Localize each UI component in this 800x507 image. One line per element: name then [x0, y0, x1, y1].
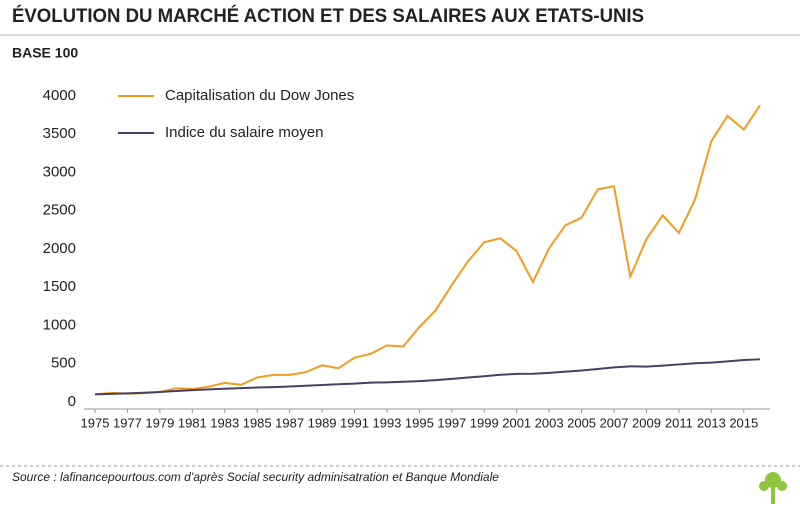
- x-tick-label: 2001: [502, 415, 531, 430]
- x-tick-label: 1993: [372, 415, 401, 430]
- y-tick-label: 3000: [43, 163, 76, 180]
- x-tick-label: 2005: [567, 415, 596, 430]
- x-tick-label: 2015: [729, 415, 758, 430]
- x-tick-label: 1975: [81, 415, 110, 430]
- x-tick-label: 2009: [632, 415, 661, 430]
- y-tick-label: 2500: [43, 202, 76, 219]
- x-tick-label: 2003: [535, 415, 564, 430]
- x-tick-label: 1997: [437, 415, 466, 430]
- x-tick-label: 1977: [113, 415, 142, 430]
- chart-title: ÉVOLUTION DU MARCHÉ ACTION ET DES SALAIR…: [12, 5, 644, 27]
- x-tick-label: 1991: [340, 415, 369, 430]
- chart-subtitle: BASE 100: [12, 45, 78, 61]
- y-tick-label: 500: [51, 355, 76, 372]
- x-tick-label: 1987: [275, 415, 304, 430]
- x-tick-label: 1999: [470, 415, 499, 430]
- x-tick-label: 2013: [697, 415, 726, 430]
- y-tick-label: 0: [68, 393, 76, 410]
- legend-label: Indice du salaire moyen: [165, 124, 323, 141]
- y-tick-label: 2000: [43, 240, 76, 257]
- y-tick-label: 4000: [43, 87, 76, 104]
- x-tick-label: 2011: [665, 415, 693, 430]
- y-tick-label: 1500: [43, 278, 76, 295]
- series-line: [94, 104, 761, 396]
- x-tick-label: 1995: [405, 415, 434, 430]
- y-tick-label: 1000: [43, 316, 76, 333]
- logo: [759, 472, 787, 504]
- source: Source : lafinancepourtous.com d’après S…: [12, 470, 499, 484]
- series-line: [94, 358, 761, 396]
- x-tick-label: 1989: [308, 415, 337, 430]
- x-tick-label: 1983: [210, 415, 239, 430]
- y-tick-label: 3500: [43, 125, 76, 142]
- x-tick-label: 1979: [145, 415, 174, 430]
- legend-label: Capitalisation du Dow Jones: [165, 87, 354, 104]
- x-tick-label: 2007: [600, 415, 629, 430]
- x-tick-label: 1985: [243, 415, 272, 430]
- x-tick-label: 1981: [178, 415, 207, 430]
